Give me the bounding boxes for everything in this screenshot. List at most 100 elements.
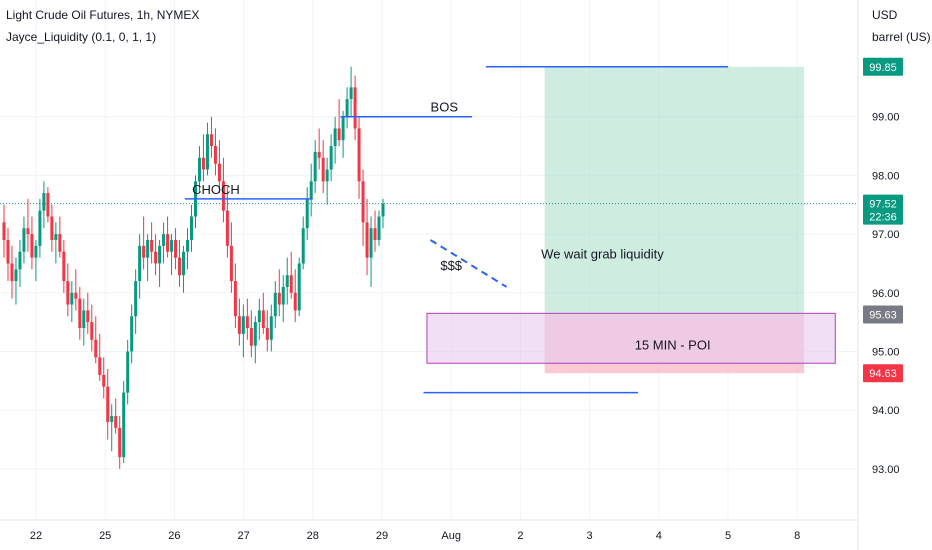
candle — [134, 281, 138, 317]
time-tick: 22 — [30, 530, 42, 542]
candle — [249, 328, 253, 346]
candle — [297, 263, 301, 311]
candle — [281, 286, 285, 305]
candle — [269, 316, 273, 340]
levels — [184, 66, 728, 394]
zones — [0, 66, 858, 374]
candle — [325, 169, 329, 182]
candle — [94, 339, 98, 358]
candle — [321, 157, 325, 182]
candle — [313, 151, 317, 182]
candle — [14, 269, 18, 282]
price-tick: 96.00 — [872, 288, 900, 300]
candle — [197, 157, 201, 182]
candle — [130, 316, 134, 352]
candle — [146, 239, 150, 258]
candle — [361, 181, 365, 223]
candle — [273, 292, 277, 317]
candle — [70, 292, 74, 305]
stop-price-label: 94.63 — [869, 368, 897, 380]
candle — [245, 316, 249, 329]
candle — [158, 245, 162, 264]
time-tick: 8 — [794, 530, 800, 542]
candle — [217, 163, 221, 182]
price-tick: 97.00 — [872, 229, 900, 241]
candle — [62, 251, 66, 282]
time-tick: 2 — [517, 530, 523, 542]
candles — [2, 66, 385, 469]
candle — [166, 234, 170, 252]
price-axis[interactable]: 93.00 94.00 95.00 96.00 97.00 98.00 99.00 99.85… — [863, 57, 903, 476]
candle — [289, 275, 293, 293]
candle — [373, 228, 377, 240]
candle — [241, 316, 245, 334]
candle — [381, 203, 385, 217]
price-tick: 99.00 — [872, 112, 900, 124]
choch-label: CHOCH — [192, 182, 240, 197]
candle — [221, 181, 225, 211]
candle — [333, 128, 337, 147]
candle — [349, 87, 353, 100]
time-tick: 25 — [99, 530, 111, 542]
time-tick: 28 — [307, 530, 319, 542]
candle — [142, 245, 146, 258]
candle — [237, 316, 241, 334]
candle — [205, 134, 209, 170]
candle — [110, 416, 114, 422]
unit-label: barrel (US) — [872, 30, 931, 44]
candle — [170, 239, 174, 252]
target-price-badge — [863, 57, 903, 76]
candle — [118, 427, 122, 458]
price-tick: 98.00 — [872, 170, 900, 182]
candle — [178, 257, 182, 276]
time-axis[interactable]: 22 25 26 27 28 29 Aug 2 3 4 5 8 — [30, 530, 800, 542]
target-price-label: 99.85 — [869, 62, 897, 74]
candle — [186, 239, 190, 252]
candle — [162, 234, 166, 246]
candle — [309, 181, 313, 199]
candle — [6, 239, 10, 264]
indicator-title[interactable]: Jayce_Liquidity (0.1, 0, 1, 1) — [6, 30, 157, 44]
candle — [22, 228, 26, 252]
dollars-label: $$$ — [440, 258, 462, 273]
candle — [182, 251, 186, 276]
candle — [114, 416, 118, 428]
stop-price-badge — [863, 364, 903, 383]
entry-price-badge — [863, 305, 903, 324]
candle — [50, 216, 54, 240]
candle — [225, 210, 229, 246]
poi-zone — [426, 312, 836, 364]
candle — [365, 222, 369, 258]
time-tick: 4 — [656, 530, 662, 542]
candle — [293, 292, 297, 311]
candle — [209, 134, 213, 147]
entry-price-label: 95.63 — [869, 310, 897, 322]
candle — [201, 157, 205, 170]
candle — [150, 239, 154, 252]
candle — [42, 193, 46, 211]
candle — [82, 310, 86, 329]
candle — [26, 228, 30, 235]
symbol-title[interactable]: Light Crude Oil Futures, 1h, NYMEX — [6, 8, 200, 22]
last-price-label: 97.52 — [869, 199, 897, 211]
candle — [317, 151, 321, 158]
candle — [357, 128, 361, 182]
candle — [90, 322, 94, 340]
last-time-label: 22:36 — [869, 212, 897, 224]
candle — [353, 87, 357, 129]
candle — [341, 116, 345, 141]
candle — [174, 239, 178, 258]
time-tick: 3 — [587, 530, 593, 542]
time-tick: Aug — [441, 530, 461, 542]
candle — [377, 216, 381, 240]
time-tick: 29 — [376, 530, 388, 542]
candle — [66, 281, 70, 305]
candle — [190, 216, 194, 240]
time-tick: 5 — [725, 530, 731, 542]
candle — [30, 234, 34, 258]
target-zone — [544, 66, 805, 315]
liquidity-trendline — [429, 239, 508, 288]
candle — [154, 251, 158, 264]
candle — [265, 328, 269, 340]
